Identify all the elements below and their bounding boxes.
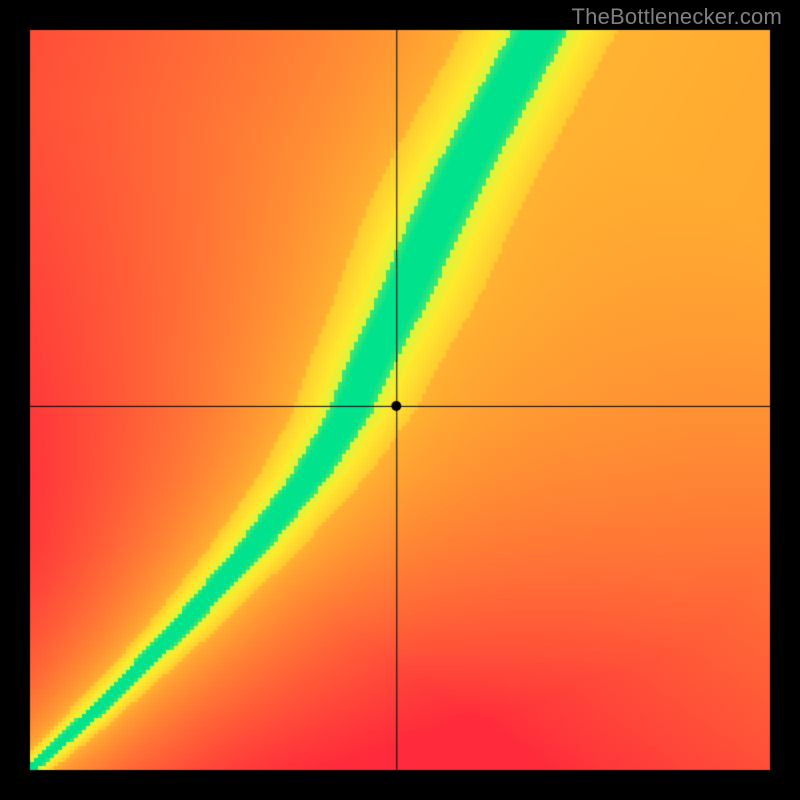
heatmap-canvas (0, 0, 800, 800)
watermark-text: TheBottlenecker.com (572, 4, 782, 30)
bottleneck-heatmap: TheBottlenecker.com (0, 0, 800, 800)
